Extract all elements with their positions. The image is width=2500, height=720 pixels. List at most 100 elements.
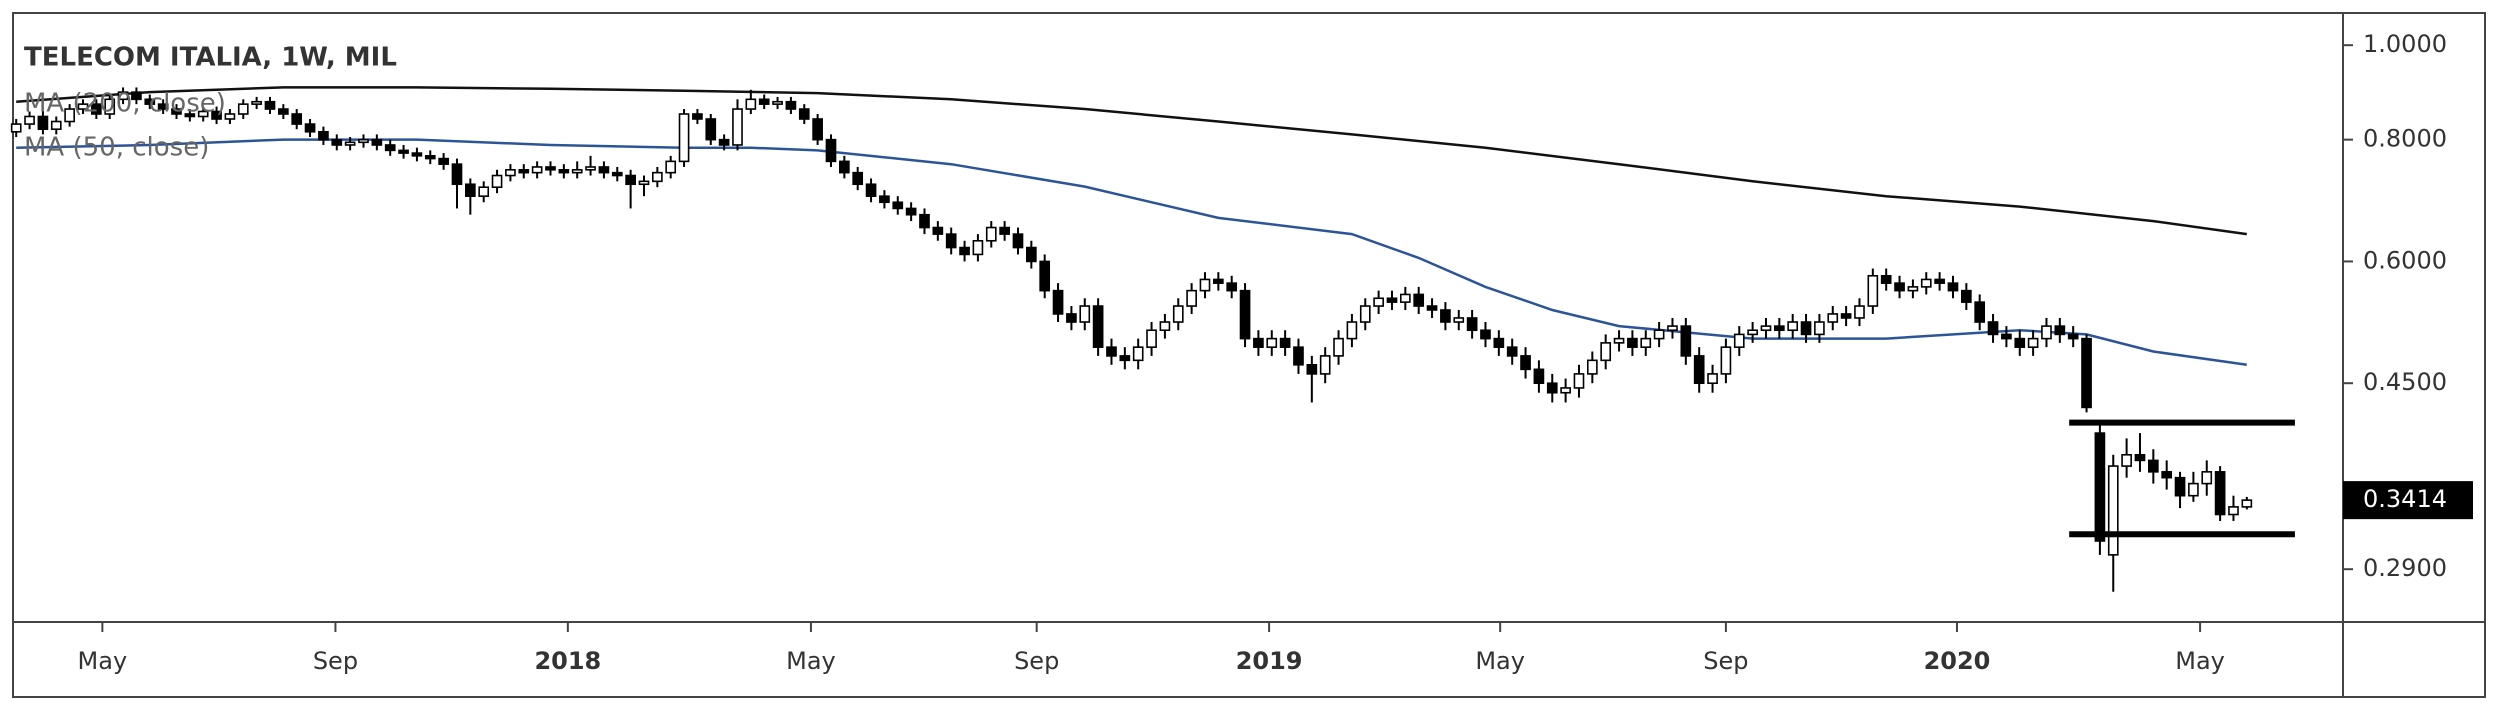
candle-body (64, 108, 75, 123)
candle-body (24, 115, 35, 125)
candle-body (1226, 282, 1238, 292)
candle-body (465, 183, 476, 197)
candle-body (999, 226, 1010, 235)
candle-body (758, 98, 770, 105)
candle-body (2188, 482, 2199, 497)
candle-body (2027, 337, 2039, 348)
candle-body (1266, 337, 1278, 348)
candle-body (892, 201, 904, 210)
candle-body (2081, 337, 2092, 409)
candle-body (1987, 321, 1999, 336)
candle-body (251, 100, 262, 105)
candle-body (625, 174, 636, 186)
candle-body (1279, 337, 1291, 348)
candle-body (1186, 289, 1197, 307)
candle-body (1293, 346, 1304, 366)
candle-body (879, 195, 890, 204)
y-tick-label: 1.0000 (2363, 30, 2447, 58)
candle-body (2228, 506, 2239, 516)
candle-body (505, 169, 516, 177)
candle-body (91, 103, 102, 115)
candle-body (2134, 453, 2146, 462)
candle-body (1800, 321, 1812, 336)
candle-body (1453, 317, 1465, 323)
candle-body (2147, 459, 2159, 473)
candle-body (1119, 355, 1131, 362)
candle-body (798, 108, 810, 120)
last-price-label: 0.3414 (2363, 485, 2447, 513)
x-tick-label: May (78, 647, 128, 675)
candle-body (1854, 305, 1865, 319)
candle-body (184, 113, 196, 118)
candle-body (571, 169, 583, 174)
candle-body (1172, 305, 1184, 323)
candle-body (1212, 278, 1224, 284)
candle-body (652, 171, 663, 183)
candle-body (211, 110, 222, 120)
candle-body (117, 91, 129, 101)
x-tick-label: 2018 (534, 647, 601, 675)
candle-body (1787, 321, 1799, 332)
frame (12, 12, 2486, 698)
candle-body (1600, 342, 1612, 362)
candle-body (10, 123, 22, 133)
y-tick-label: 0.8000 (2363, 125, 2447, 153)
candle-body (1373, 297, 1384, 307)
candle-body (1640, 337, 1652, 348)
candle-body (1907, 286, 1919, 292)
candle-body (1480, 329, 1491, 340)
candle-body (104, 98, 116, 115)
candle-body (304, 123, 316, 133)
candle-body (1880, 274, 1892, 284)
candle-body (131, 91, 142, 101)
candle-body (905, 207, 917, 216)
candle-body (985, 226, 997, 242)
candle-body (1974, 301, 1986, 323)
candle-body (1707, 373, 1718, 385)
candle-body (2014, 337, 2026, 348)
chart-title: TELECOM ITALIA, 1W, MIL (24, 43, 397, 73)
candle-body (438, 157, 449, 165)
candle-body (839, 160, 850, 174)
candle-body (665, 160, 677, 174)
candle-body (1025, 246, 1037, 263)
candle-body (518, 169, 530, 174)
candle-body (1359, 305, 1371, 323)
candle-body (197, 110, 209, 118)
candle-body (1653, 329, 1665, 340)
candle-body (598, 166, 610, 174)
candle-body (1306, 364, 1318, 375)
candle-body (1333, 337, 1344, 357)
candle-body (1146, 329, 1157, 348)
candle-body (2214, 471, 2226, 516)
candle-body (2107, 465, 2119, 556)
candle-body (772, 100, 783, 105)
candle-body (1052, 289, 1064, 315)
candle-body (1827, 313, 1839, 323)
candle-body (1840, 313, 1852, 319)
x-tick-label: May (2175, 647, 2225, 675)
candle-body (1386, 297, 1398, 303)
candle-body (1733, 333, 1745, 348)
x-tick-label: May (786, 647, 836, 675)
candle-body (1667, 325, 1678, 332)
candle-body (411, 152, 423, 157)
candle-body (224, 113, 236, 120)
candle-body (1920, 278, 1932, 288)
candle-body (2041, 325, 2052, 340)
candle-body (424, 155, 436, 160)
candle-body (264, 100, 276, 110)
legend-label: MA (200, close) (24, 89, 226, 119)
x-tick-label: Sep (1014, 647, 1059, 675)
candle-body (1319, 355, 1331, 375)
candle-body (531, 166, 543, 174)
candle-body (1894, 282, 1905, 292)
candle-body (1426, 305, 1438, 311)
last-price-box (2343, 481, 2473, 520)
candle-body (678, 113, 690, 163)
candle-body (1627, 337, 1638, 348)
candle-body (1253, 337, 1264, 348)
candle-body (358, 138, 369, 144)
candle-body (972, 239, 984, 256)
